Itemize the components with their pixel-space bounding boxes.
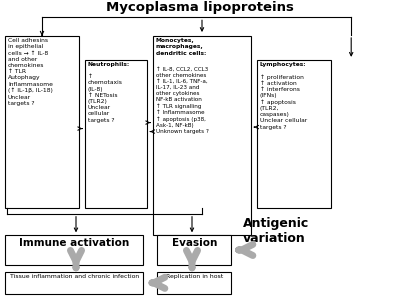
Text: Tissue inflammation and chronic infection: Tissue inflammation and chronic infectio… <box>10 274 139 279</box>
Text: Monocytes,
macrophages,
dendritic cells:: Monocytes, macrophages, dendritic cells: <box>156 38 206 56</box>
Text: Antigenic
variation: Antigenic variation <box>243 217 309 245</box>
FancyBboxPatch shape <box>5 235 143 265</box>
FancyBboxPatch shape <box>157 235 231 265</box>
Text: Lymphocytes:: Lymphocytes: <box>260 62 307 67</box>
Text: Mycoplasma lipoproteins: Mycoplasma lipoproteins <box>106 1 294 14</box>
Text: ↑
chemotaxis
(IL-8)
↑ NETosis
(TLR2)
Unclear
cellular
targets ?: ↑ chemotaxis (IL-8) ↑ NETosis (TLR2) Unc… <box>88 74 123 123</box>
Text: ↑ proliferation
↑ activation
↑ interferons
(IFNs)
↑ apoptosis
(TLR2,
caspases)
U: ↑ proliferation ↑ activation ↑ interfero… <box>260 74 307 130</box>
Text: Neutrophils:: Neutrophils: <box>88 62 130 67</box>
FancyBboxPatch shape <box>153 36 251 235</box>
FancyBboxPatch shape <box>85 60 147 208</box>
Text: Replication in host: Replication in host <box>166 274 223 279</box>
Text: ↑ IL-8, CCL2, CCL3
other chemokines
↑ IL-1, IL-6, TNF-a,
IL-17, IL-23 and
other : ↑ IL-8, CCL2, CCL3 other chemokines ↑ IL… <box>156 67 209 134</box>
Text: Cell adhesins
in epithelial
cells → ↑ IL-8
and other
chemokines
↑ TLR
Autophagy
: Cell adhesins in epithelial cells → ↑ IL… <box>8 38 53 106</box>
Text: Immune activation: Immune activation <box>19 238 129 248</box>
FancyBboxPatch shape <box>5 36 79 208</box>
Text: Evasion: Evasion <box>172 238 217 248</box>
FancyBboxPatch shape <box>5 272 143 294</box>
FancyBboxPatch shape <box>257 60 331 208</box>
FancyBboxPatch shape <box>157 272 231 294</box>
